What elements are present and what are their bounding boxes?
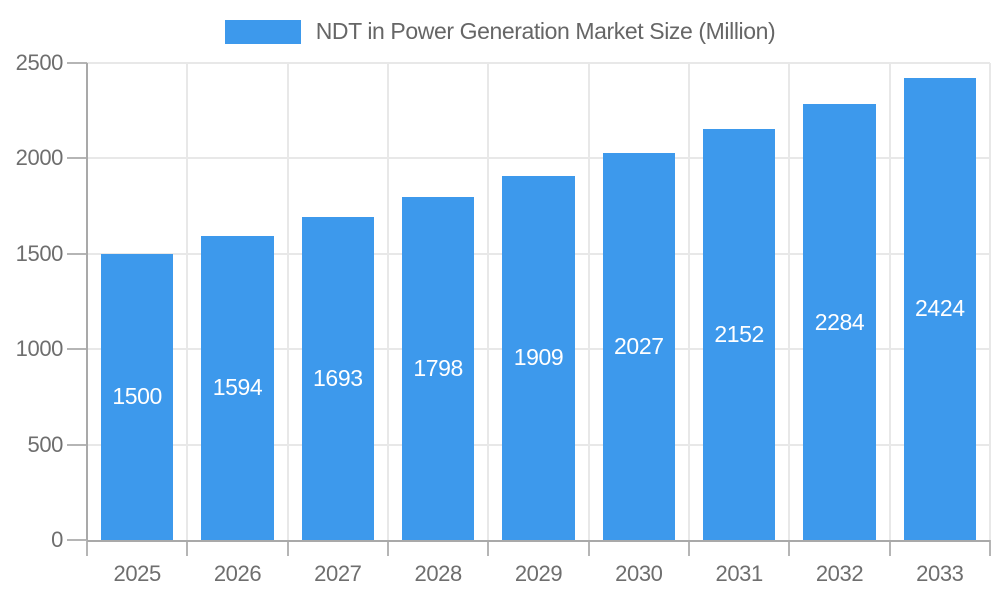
bar-value-label: 2152 [714,321,764,348]
legend-label: NDT in Power Generation Market Size (Mil… [315,18,776,44]
y-axis-tick [67,62,87,64]
y-axis-tick [67,348,87,351]
bar-2028[interactable]: 1798 [402,196,475,540]
bar-value-label: 2027 [614,333,664,360]
bar-2025[interactable]: 1500 [101,253,174,540]
y-axis-tick [67,157,87,160]
bar-value-label: 2424 [915,295,965,322]
gridline-vertical [587,63,590,540]
bar-2032[interactable]: 2284 [803,104,876,540]
x-axis-label: 2029 [514,561,563,586]
x-axis-tick [186,540,189,556]
x-axis-tick [688,540,690,556]
x-axis-tick [286,540,289,556]
x-axis-label: 2030 [615,561,663,586]
bar-2027[interactable]: 1693 [301,216,374,540]
gridline-vertical [487,63,490,540]
y-axis-label: 1000 [15,336,64,362]
gridline-horizontal [87,157,990,160]
legend-item[interactable]: NDT in Power Generation Market Size (Mil… [224,18,776,45]
y-axis-tick [67,539,87,541]
x-axis-tick [888,540,891,556]
x-axis-label: 2032 [815,561,864,586]
gridline-vertical [688,63,690,540]
y-axis-label: 2500 [15,50,64,75]
y-axis-label: 2000 [15,145,64,171]
bar-value-label: 1693 [313,364,363,391]
x-axis-tick [387,540,389,556]
y-axis-tick [67,252,87,255]
x-axis-label: 2027 [314,561,362,586]
x-axis-tick [587,540,590,556]
gridline-vertical [387,63,389,540]
x-axis-tick [487,540,490,556]
gridline-vertical [989,63,991,540]
legend-swatch-icon [224,19,301,44]
gridline-vertical [186,63,189,540]
legend: NDT in Power Generation Market Size (Mil… [0,18,1000,45]
bar-value-label: 1909 [513,344,564,371]
gridline-vertical [888,63,891,540]
bar-value-label: 1500 [112,383,162,410]
bar-2026[interactable]: 1594 [201,235,274,540]
plot-area: 0 500 1000 1500 2000 2500 1500 2025 1594 2026 1693… [16,50,991,586]
y-axis-tick [67,443,87,446]
x-axis-label: 2028 [414,561,462,586]
gridline-vertical [286,63,289,540]
x-axis-label: 2026 [213,561,262,586]
x-axis-line [87,540,990,542]
y-axis-label: 0 [51,527,63,552]
x-axis-label: 2025 [113,561,161,586]
x-axis-label: 2031 [715,561,763,586]
x-axis-tick [788,540,791,556]
x-axis-tick [989,540,991,556]
bar-value-label: 1594 [212,374,263,401]
gridline-vertical [788,63,791,540]
bar-value-label: 2284 [814,308,865,335]
y-axis-line [86,63,88,540]
bar-value-label: 1798 [413,354,463,381]
bar-2029[interactable]: 1909 [502,175,575,540]
y-axis-label: 500 [27,431,63,457]
x-axis-tick [86,540,88,556]
bar-2031[interactable]: 2152 [703,129,776,540]
bar-2033[interactable]: 2424 [903,77,976,540]
x-axis-label: 2033 [916,561,964,586]
y-axis-label: 1500 [15,240,64,266]
gridline-horizontal [87,62,990,64]
bar-2030[interactable]: 2027 [602,153,675,540]
